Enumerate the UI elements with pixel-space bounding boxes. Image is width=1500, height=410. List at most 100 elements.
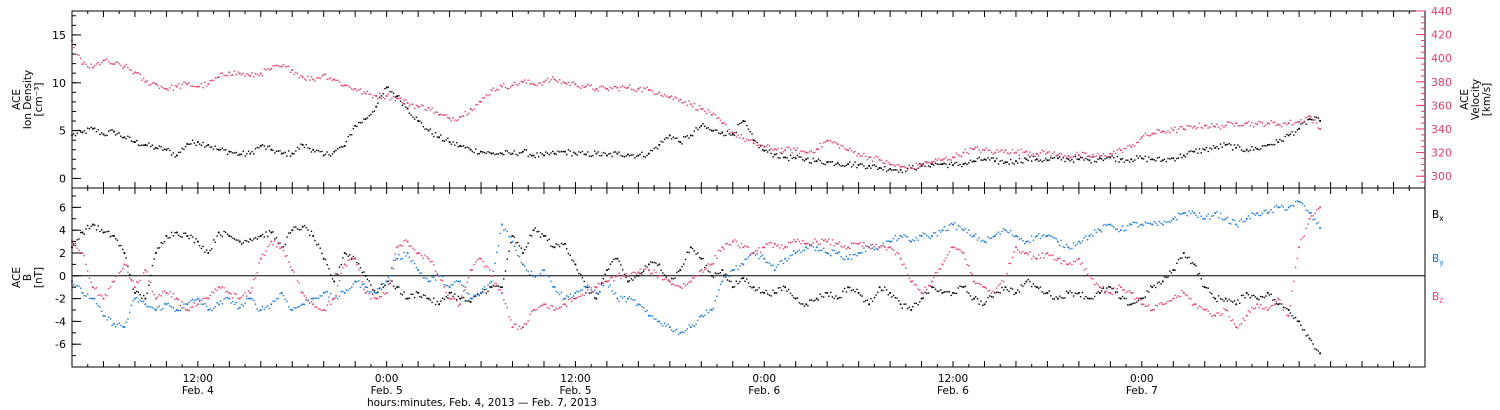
data-point (191, 298, 194, 300)
data-point (1251, 212, 1253, 214)
data-point (238, 306, 241, 309)
data-point (1172, 269, 1175, 271)
data-point (1279, 299, 1281, 301)
data-point (275, 245, 278, 248)
data-point (188, 301, 190, 304)
data-point (1060, 159, 1063, 161)
data-point (305, 144, 307, 146)
data-point (380, 295, 383, 298)
data-point (560, 82, 563, 85)
data-point (501, 286, 503, 289)
data-point (952, 292, 954, 294)
legend-sub: z (1439, 296, 1443, 305)
data-point (504, 270, 507, 272)
data-point (1036, 257, 1038, 260)
data-point (448, 117, 451, 120)
data-point (877, 291, 879, 294)
data-point (349, 258, 351, 261)
data-point (183, 303, 185, 305)
data-point (1074, 292, 1077, 294)
data-point (1239, 302, 1241, 304)
data-point (1013, 152, 1015, 154)
data-point (773, 292, 776, 294)
data-point (1274, 303, 1276, 306)
data-point (639, 153, 641, 156)
data-point (326, 264, 328, 266)
data-point (487, 290, 489, 293)
data-point (1102, 224, 1105, 227)
data-point (620, 295, 622, 297)
data-point (232, 74, 234, 76)
data-point (1272, 121, 1274, 124)
data-point (153, 148, 155, 150)
data-point (468, 147, 470, 149)
data-point (826, 292, 829, 294)
data-point (681, 287, 683, 289)
data-point (97, 225, 99, 227)
data-point (358, 89, 360, 91)
data-point (508, 316, 510, 318)
data-point (1261, 212, 1264, 215)
data-point (501, 85, 503, 88)
data-point (955, 228, 958, 231)
data-point (1235, 303, 1238, 306)
data-point (377, 291, 379, 293)
data-point (87, 293, 89, 295)
data-point (279, 242, 281, 244)
data-point (1212, 215, 1215, 217)
data-point (1235, 122, 1238, 124)
data-point (653, 318, 655, 320)
data-point (1212, 296, 1215, 299)
data-point (489, 151, 491, 154)
data-point (1284, 135, 1286, 138)
data-point (705, 309, 708, 311)
data-point (176, 154, 178, 157)
data-point (1160, 131, 1162, 133)
data-point (295, 307, 297, 309)
data-point (177, 151, 180, 154)
data-point (394, 287, 397, 290)
data-point (330, 303, 332, 305)
data-point (247, 290, 250, 292)
data-point (529, 83, 531, 85)
data-point (387, 280, 390, 283)
data-point (136, 296, 138, 299)
series-1-2 (71, 206, 1321, 331)
data-point (562, 303, 564, 306)
data-point (1209, 218, 1211, 220)
data-point (931, 163, 933, 165)
data-point (842, 246, 844, 249)
data-point (752, 286, 755, 289)
data-point (268, 307, 271, 309)
data-point (412, 293, 414, 295)
data-point (490, 89, 493, 91)
data-point (749, 254, 751, 257)
data-point (1085, 268, 1087, 270)
data-point (420, 254, 423, 257)
data-point (955, 292, 958, 294)
data-point (212, 307, 215, 310)
data-point (1205, 308, 1208, 310)
data-point (934, 288, 937, 290)
data-point (373, 291, 376, 293)
data-point (824, 163, 827, 166)
data-point (1135, 155, 1138, 157)
data-point (342, 266, 344, 269)
data-point (524, 148, 526, 151)
data-point (448, 141, 451, 143)
data-point (504, 86, 507, 89)
data-point (170, 231, 173, 234)
data-point (1024, 252, 1026, 255)
data-point (670, 138, 673, 140)
data-point (1308, 217, 1311, 220)
data-point (920, 235, 923, 237)
data-point (683, 136, 685, 138)
data-point (1055, 259, 1057, 262)
data-point (372, 294, 374, 296)
data-point (543, 154, 545, 157)
data-point (1303, 120, 1306, 122)
data-point (955, 248, 958, 250)
data-point (835, 252, 837, 255)
data-point (634, 89, 636, 92)
data-point (555, 307, 557, 309)
